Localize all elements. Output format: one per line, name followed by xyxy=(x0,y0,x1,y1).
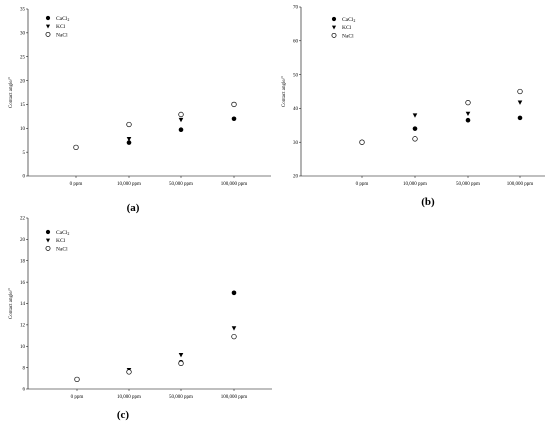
data-point-cacl2 xyxy=(517,115,523,121)
data-point-kcl xyxy=(178,353,184,358)
data-point-kcl xyxy=(126,137,132,142)
data-point-kcl xyxy=(517,100,523,105)
x-tick-label: 100,000 ppm xyxy=(221,395,248,400)
data-point-nacl xyxy=(178,111,184,118)
y-tick-label: 20 xyxy=(20,79,26,84)
y-tick-label: 20 xyxy=(20,238,26,243)
legend-label: NaCl xyxy=(342,33,354,39)
y-tick-label: 14 xyxy=(20,302,26,307)
y-tick-label: 8 xyxy=(23,366,26,371)
data-point-cacl2 xyxy=(231,116,237,122)
legend-marker xyxy=(45,245,51,251)
data-point-nacl xyxy=(178,360,184,367)
y-tick-label: 6 xyxy=(23,388,26,393)
data-point-cacl2 xyxy=(126,140,132,145)
y-axis-label: Contact angle/° xyxy=(282,76,287,107)
y-tick-label: 0 xyxy=(23,175,26,180)
legend-label: CaCl2 xyxy=(56,230,69,236)
chart-panel-3: 6 8 10 12 14 16 18 20 22 0 ppm 10,000 ppm 50,000 pp… xyxy=(9,217,272,421)
legend-marker xyxy=(45,229,51,235)
panel-caption: (c) xyxy=(117,409,130,421)
x-tick-label: 10,000 ppm xyxy=(117,182,141,187)
x-tick-label: 0 ppm xyxy=(70,182,83,187)
legend-marker xyxy=(331,16,337,22)
y-tick-label: 50 xyxy=(293,73,299,78)
legend-marker xyxy=(45,24,51,29)
data-point-nacl xyxy=(412,136,418,142)
y-tick-label: 10 xyxy=(20,345,26,350)
data-point-nacl xyxy=(74,376,80,383)
legend-label: NaCl xyxy=(56,32,68,38)
y-tick-label: 10 xyxy=(20,127,26,132)
legend: CaCl2 KCl NaCl xyxy=(45,15,69,38)
legend-label: KCl xyxy=(56,238,66,244)
x-tick-label: 0 ppm xyxy=(356,182,369,187)
x-tick-label: 100,000 ppm xyxy=(221,182,248,187)
y-tick-label: 25 xyxy=(20,55,26,60)
x-tick-label: 10,000 ppm xyxy=(403,182,427,187)
legend-label: KCl xyxy=(342,25,352,31)
data-point-nacl xyxy=(73,144,79,151)
x-tick-label: 100,000 ppm xyxy=(507,182,534,187)
legend-marker xyxy=(331,25,337,30)
legend: CaCl2 KCl NaCl xyxy=(45,229,69,252)
data-point-nacl xyxy=(126,121,132,128)
y-tick-label: 22 xyxy=(20,217,26,222)
legend-marker xyxy=(45,15,51,21)
data-point-cacl2 xyxy=(178,127,184,133)
panel-caption: (a) xyxy=(127,202,140,214)
data-point-cacl2 xyxy=(412,126,418,131)
y-tick-label: 20 xyxy=(293,175,299,180)
legend-marker xyxy=(45,238,51,243)
legend-label: CaCl2 xyxy=(342,17,355,23)
data-point-nacl xyxy=(465,100,471,106)
data-point-cacl2 xyxy=(231,290,237,296)
data-point-kcl xyxy=(465,111,471,116)
legend-marker xyxy=(45,31,51,37)
y-tick-label: 16 xyxy=(20,281,26,286)
y-tick-label: 18 xyxy=(20,259,26,264)
y-tick-label: 15 xyxy=(20,103,26,108)
legend-label: KCl xyxy=(56,24,66,30)
legend-label: NaCl xyxy=(56,246,68,252)
legend-label: CaCl2 xyxy=(56,16,69,22)
panel-caption: (b) xyxy=(421,196,435,208)
chart-panel-2: 20 30 40 50 60 70 0 ppm 10,000 ppm 50,000 ppm 100… xyxy=(282,6,545,208)
data-point-nacl xyxy=(359,139,365,145)
data-point-kcl xyxy=(231,326,237,331)
x-tick-label: 50,000 ppm xyxy=(456,182,480,187)
legend-marker xyxy=(331,32,337,38)
x-tick-label: 10,000 ppm xyxy=(117,395,141,400)
data-point-kcl xyxy=(178,117,184,123)
y-axis-label: Contact angle/° xyxy=(9,77,14,108)
y-tick-label: 70 xyxy=(293,6,299,11)
data-point-nacl xyxy=(231,333,237,340)
y-tick-label: 30 xyxy=(293,141,299,146)
y-tick-label: 60 xyxy=(293,40,299,45)
y-tick-label: 12 xyxy=(20,324,26,329)
legend: CaCl2 KCl NaCl xyxy=(331,16,355,39)
y-axis-label: Contact angle/° xyxy=(9,288,14,319)
x-tick-label: 50,000 ppm xyxy=(169,395,193,400)
x-tick-label: 50,000 ppm xyxy=(169,182,193,187)
data-point-nacl xyxy=(126,369,132,375)
y-tick-label: 5 xyxy=(23,151,26,156)
y-tick-label: 35 xyxy=(20,8,26,13)
y-tick-label: 40 xyxy=(293,107,299,112)
data-point-cacl2 xyxy=(465,117,471,123)
y-tick-label: 30 xyxy=(20,32,26,37)
x-tick-label: 0 ppm xyxy=(71,395,84,400)
data-point-nacl xyxy=(231,101,237,108)
chart-panel-1: 0 5 10 15 20 25 30 35 0 ppm 10,000 ppm 50,000 ppm 1… xyxy=(9,8,271,214)
data-point-kcl xyxy=(412,113,418,118)
data-point-nacl xyxy=(517,88,523,95)
